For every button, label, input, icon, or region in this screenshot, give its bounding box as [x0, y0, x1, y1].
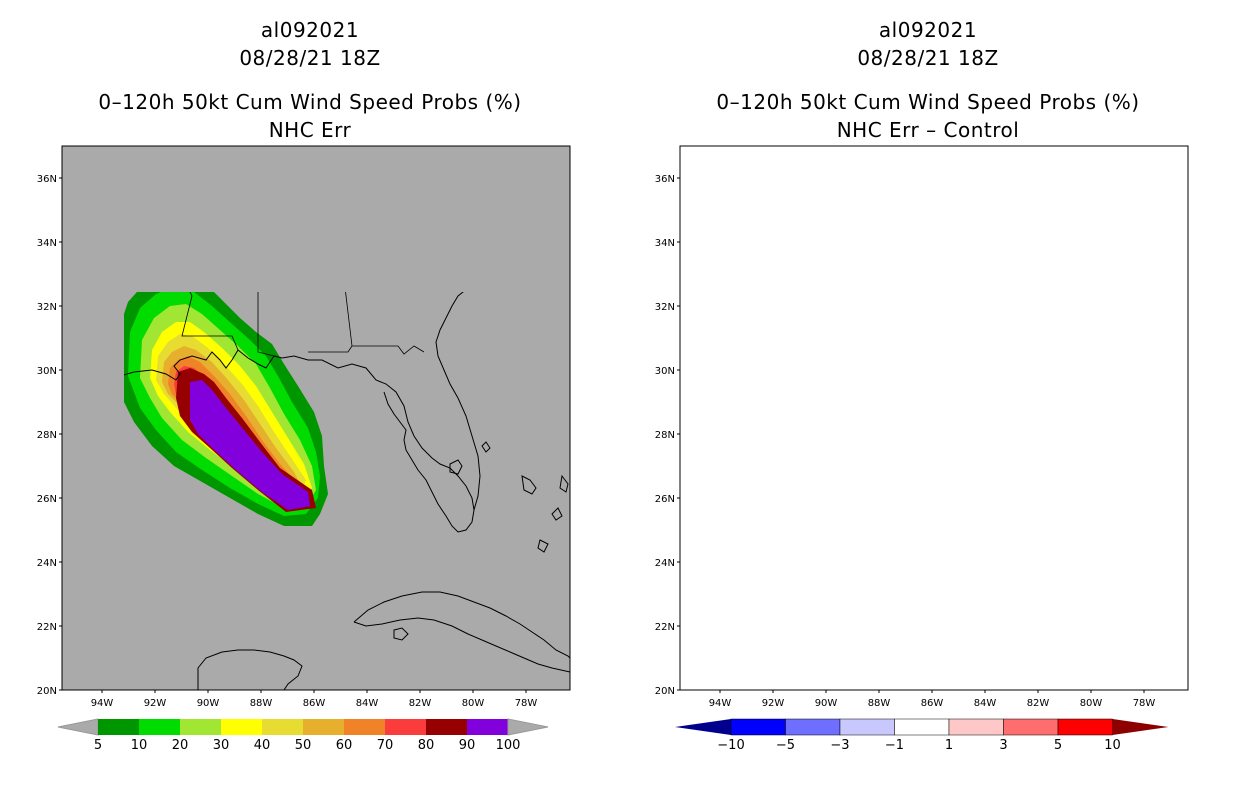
right-subtitle: NHC Err – Control [836, 118, 1020, 142]
right-colorbar-low-end [675, 719, 731, 735]
right-colorbar-box [1003, 718, 1059, 736]
left-lon-label: 84W [356, 698, 379, 709]
left-colorbar-label: 80 [418, 738, 435, 753]
right-axes: 20N 22N 24N 26N 28N 30N 32N 34N 36N 94W 92W 90W 88W 8… [655, 174, 1156, 709]
left-colorbar-box [426, 719, 467, 735]
right-map-frame [679, 145, 1189, 691]
left-storm-id: al092021 [260, 18, 360, 42]
left-colorbar-label: 70 [377, 738, 394, 753]
right-colorbar-label: 3 [999, 738, 1007, 753]
right-lon-label: 84W [974, 698, 997, 709]
left-colorbar-label: 20 [172, 738, 189, 753]
left-lat-label: 26N [37, 494, 57, 505]
left-lon-label: 78W [515, 698, 538, 709]
right-colorbar-label: 1 [945, 738, 953, 753]
left-lat-label: 30N [37, 366, 57, 377]
left-colorbar-box [344, 719, 385, 735]
left-colorbar-label: 100 [496, 738, 521, 753]
left-lat-label: 24N [37, 558, 57, 569]
right-colorbar-box [1057, 718, 1113, 736]
right-lon-label: 78W [1133, 698, 1156, 709]
right-map-background [680, 146, 1188, 690]
right-lat-label: 22N [655, 622, 675, 633]
left-colorbar-label: 40 [254, 738, 271, 753]
right-lat-label: 34N [655, 238, 675, 249]
left-probability-field [124, 292, 571, 691]
left-colorbar-low-end [57, 718, 99, 736]
right-lon-label: 88W [868, 698, 891, 709]
left-title: 0–120h 50kt Cum Wind Speed Probs (%) [98, 90, 522, 114]
left-lon-label: 82W [409, 698, 432, 709]
right-date: 08/28/21 18Z [857, 46, 999, 70]
left-colorbar-label: 50 [295, 738, 312, 753]
right-colorbar-label: −10 [717, 738, 744, 753]
left-colorbar-high-end [507, 718, 549, 736]
left-axes: 20N 22N 24N 26N 28N 30N 32N 34N 36N 94W 92W 90W 88W 8… [37, 174, 538, 709]
left-lat-label: 34N [37, 238, 57, 249]
right-colorbar-box [730, 718, 786, 736]
left-colorbar-label: 10 [131, 738, 148, 753]
right-colorbar-label: 5 [1054, 738, 1062, 753]
left-colorbar-box [467, 719, 508, 735]
right-lat-label: 26N [655, 494, 675, 505]
right-colorbar-label: −1 [885, 738, 904, 753]
right-lon-label: 82W [1027, 698, 1050, 709]
left-lat-label: 28N [37, 430, 57, 441]
right-colorbar-label: 10 [1104, 738, 1121, 753]
right-colorbar-box [894, 718, 950, 736]
left-colorbar-box [98, 719, 139, 735]
right-lon-label: 86W [921, 698, 944, 709]
right-colorbar-box [948, 718, 1004, 736]
left-colorbar-box [180, 719, 221, 735]
right-colorbar: −10 −5 −3 −1 1 3 5 10 [675, 718, 1169, 753]
right-colorbar-label: −3 [830, 738, 849, 753]
left-colorbar-box [303, 719, 344, 735]
left-lon-label: 86W [303, 698, 326, 709]
left-colorbar-box [262, 719, 303, 735]
right-lat-label: 20N [655, 686, 675, 697]
right-storm-id: al092021 [878, 18, 978, 42]
left-colorbar-label: 30 [213, 738, 230, 753]
right-colorbar-box [839, 718, 895, 736]
left-colorbar-label: 60 [336, 738, 353, 753]
right-lat-label: 28N [655, 430, 675, 441]
left-colorbar-label: 90 [459, 738, 476, 753]
right-lat-label: 36N [655, 174, 675, 185]
right-lon-label: 92W [762, 698, 785, 709]
left-lat-label: 22N [37, 622, 57, 633]
left-colorbar: 5 10 20 30 40 50 60 70 80 90 100 [57, 718, 549, 753]
left-colorbar-label: 5 [94, 738, 102, 753]
left-lat-label: 32N [37, 302, 57, 313]
right-lon-label: 80W [1080, 698, 1103, 709]
left-colorbar-box [139, 719, 180, 735]
left-lat-label: 20N [37, 686, 57, 697]
right-colorbar-box [785, 718, 841, 736]
right-lon-label: 90W [815, 698, 838, 709]
right-lat-label: 32N [655, 302, 675, 313]
left-subtitle: NHC Err [268, 118, 352, 142]
right-lat-label: 30N [655, 366, 675, 377]
left-colorbar-box [221, 719, 262, 735]
left-lat-label: 36N [37, 174, 57, 185]
left-lon-label: 92W [144, 698, 167, 709]
right-lon-label: 94W [709, 698, 732, 709]
right-colorbar-label: −5 [776, 738, 795, 753]
right-title: 0–120h 50kt Cum Wind Speed Probs (%) [716, 90, 1140, 114]
left-lon-label: 88W [250, 698, 273, 709]
left-lon-label: 94W [91, 698, 114, 709]
left-date: 08/28/21 18Z [239, 46, 381, 70]
left-colorbar-box [385, 719, 426, 735]
left-lon-label: 90W [197, 698, 220, 709]
left-lon-label: 80W [462, 698, 485, 709]
right-lat-label: 24N [655, 558, 675, 569]
left-map-frame [61, 145, 571, 691]
right-colorbar-high-end [1112, 719, 1169, 735]
